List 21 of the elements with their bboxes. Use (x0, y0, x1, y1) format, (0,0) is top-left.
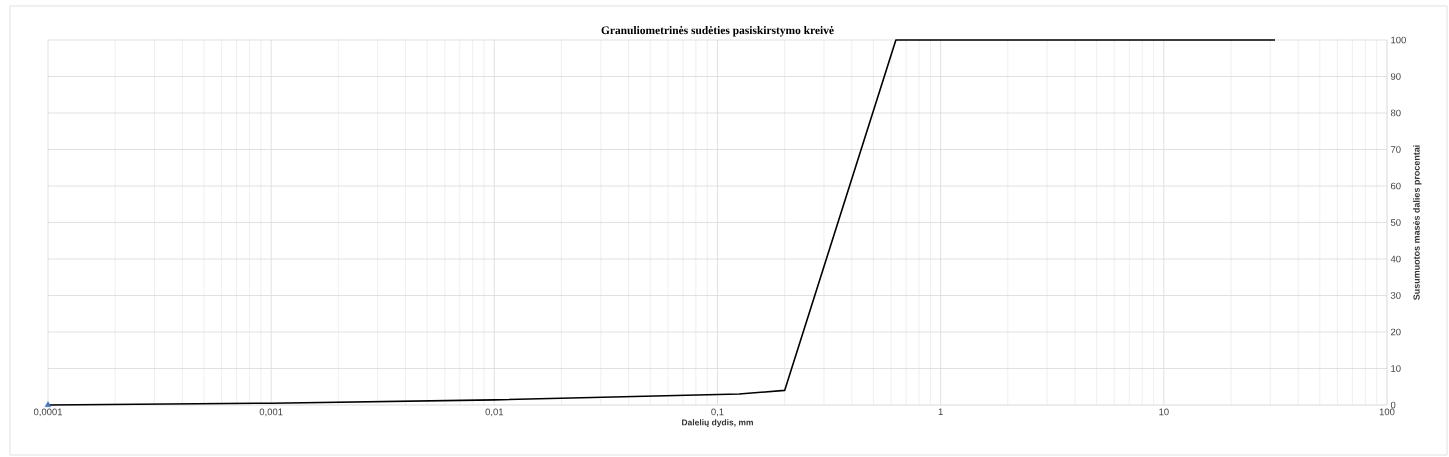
x-tick-label: 10 (1159, 408, 1169, 416)
x-tick-label: 0,001 (259, 408, 283, 417)
y-tick-label: 70 (1390, 146, 1401, 153)
x-tick-label: 0,01 (485, 408, 504, 417)
y-tick-label: 10 (1391, 365, 1401, 372)
y-tick-label: 20 (1390, 328, 1401, 336)
y-tick-label: 30 (1390, 292, 1401, 299)
chart-title: Granuliometrinės sudėties pasiskirstymo kreivė (601, 26, 834, 37)
y-tick-label: 0 (1390, 401, 1396, 409)
y-axis-title: Susumuotos masės dalies procentai (1413, 145, 1422, 300)
x-axis-title: Dalelių dydis, mm (682, 419, 753, 428)
x-tick-label: 1 (938, 408, 943, 416)
y-tick-label: 80 (1390, 109, 1401, 117)
x-tick-label: 0,0001 (33, 408, 62, 417)
y-tick-label: 100 (1391, 36, 1406, 44)
x-tick-label: 0,1 (711, 408, 724, 417)
x-tick-label: 100 (1379, 408, 1395, 416)
y-tick-label: 60 (1390, 182, 1401, 190)
y-tick-label: 40 (1390, 255, 1401, 263)
y-tick-label: 50 (1390, 219, 1401, 226)
y-tick-label: 90 (1390, 73, 1401, 80)
